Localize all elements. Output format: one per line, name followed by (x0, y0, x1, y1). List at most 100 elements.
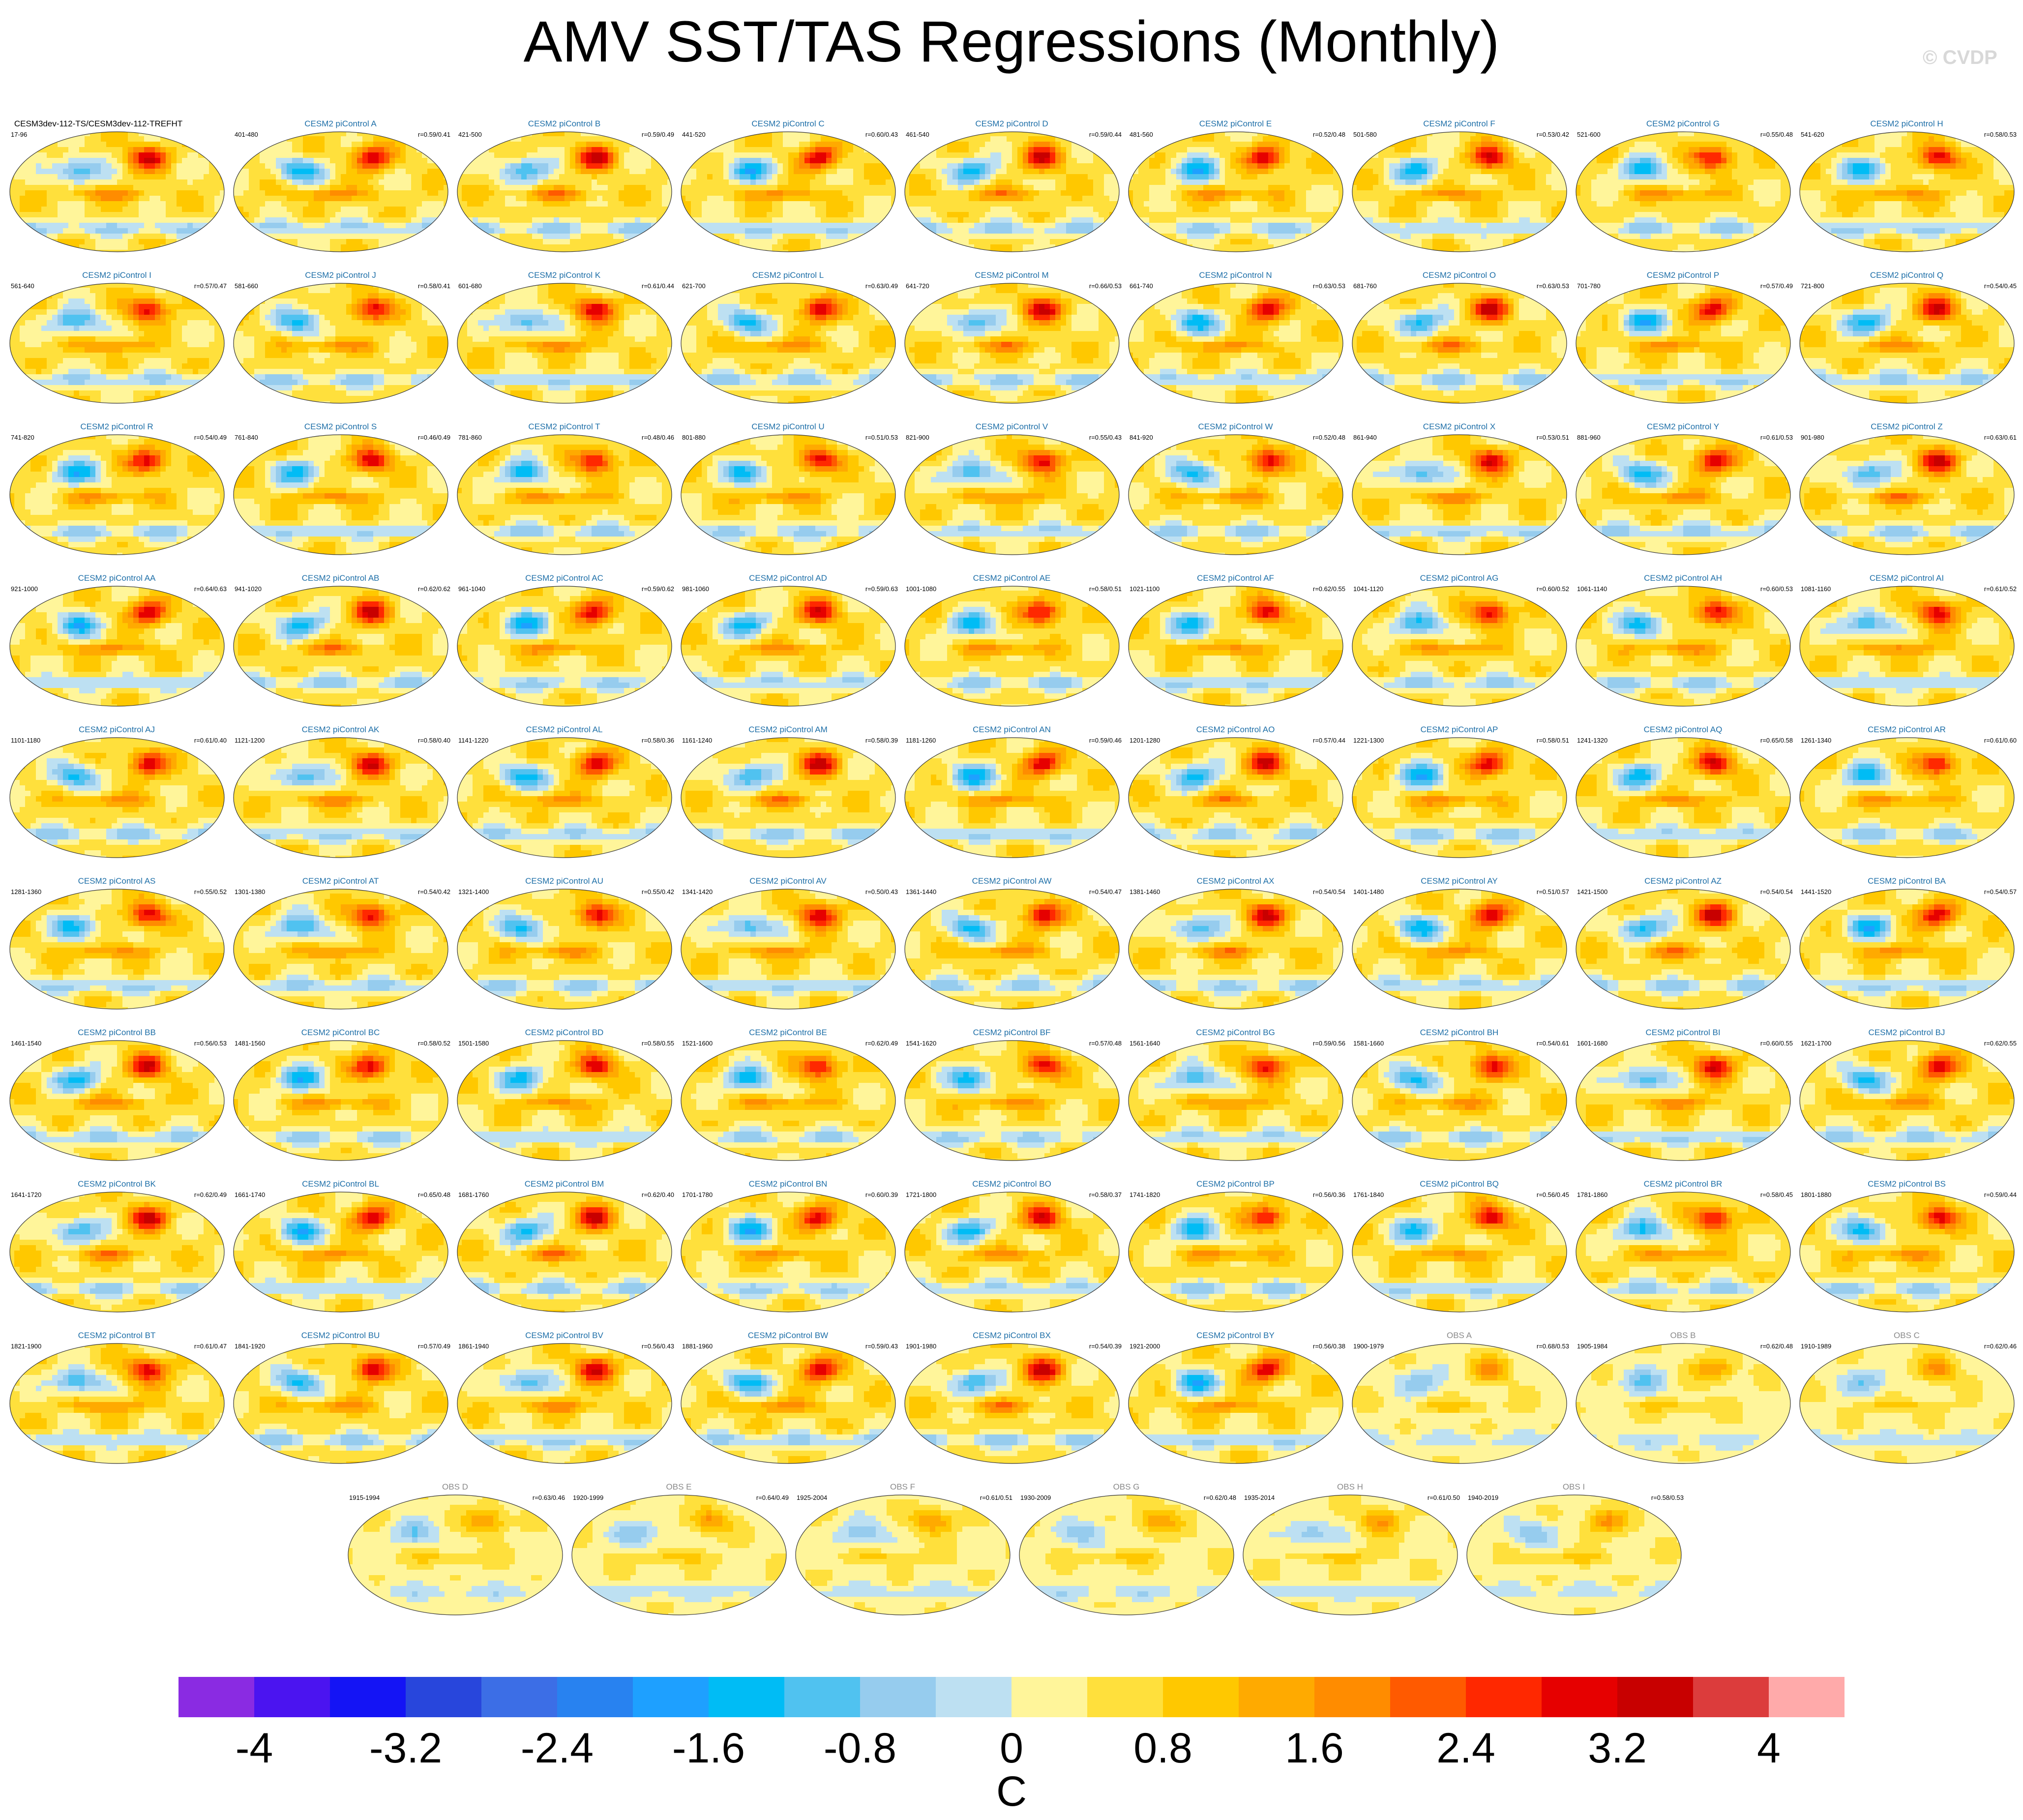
regression-map (1799, 1343, 2015, 1464)
panel-title: OBS B (1596, 1331, 1770, 1341)
regression-map (1799, 1191, 2015, 1313)
map-panel-grid: CESM3dev-112-TS/CESM3dev-112-TREFHT 17-96… (0, 0, 2023, 1672)
panel-title: CESM2 piControl AH (1596, 573, 1770, 583)
panel-title: CESM2 piControl C (701, 119, 875, 129)
panel-title: CESM2 piControl AO (1148, 725, 1323, 735)
colorbar-swatch (936, 1677, 1012, 1717)
map-panel: CESM2 piControl A 401-480 r=0.59/0.41 (229, 119, 452, 267)
map-panel: CESM2 piControl Z 901-980 r=0.63/0.61 (1795, 422, 2019, 569)
panel-title: CESM2 piControl T (477, 422, 652, 432)
map-panel: CESM2 piControl AF 1021-1100 r=0.62/0.55 (1124, 573, 1347, 721)
panel-title: CESM2 piControl BV (477, 1331, 652, 1341)
panel-title: CESM2 piControl AL (477, 725, 652, 735)
colorbar-swatch (1390, 1677, 1466, 1717)
panel-title: CESM2 piControl BK (30, 1179, 204, 1189)
map-panel: CESM2 piControl Q 721-800 r=0.54/0.45 (1795, 270, 2019, 418)
regression-map (347, 1494, 564, 1616)
map-panel: CESM2 piControl BN 1701-1780 r=0.60/0.39 (676, 1179, 900, 1327)
colorbar-tick-label: -0.8 (811, 1726, 909, 1770)
regression-map (1466, 1494, 1682, 1616)
panel-title: CESM2 piControl AE (924, 573, 1099, 583)
panel-title: CESM2 piControl J (253, 270, 428, 280)
panel-title: CESM2 piControl AD (701, 573, 875, 583)
regression-map (9, 1040, 225, 1162)
map-panel: CESM2 piControl U 801-880 r=0.51/0.53 (676, 422, 900, 569)
regression-map (233, 1343, 449, 1464)
panel-title: CESM2 piControl AI (1819, 573, 1994, 583)
map-panel: CESM2 piControl AI 1081-1160 r=0.61/0.52 (1795, 573, 2019, 721)
colorbar-swatch (1314, 1677, 1391, 1717)
panel-title: CESM2 piControl V (924, 422, 1099, 432)
panel-title: CESM3dev-112-TS/CESM3dev-112-TREFHT (5, 119, 192, 129)
panel-title: CESM2 piControl H (1819, 119, 1994, 129)
panel-title: CESM2 piControl AJ (30, 725, 204, 735)
panel-title: CESM2 piControl AX (1148, 876, 1323, 886)
map-panel: CESM2 piControl BR 1781-1860 r=0.58/0.45 (1571, 1179, 1795, 1327)
map-panel: CESM2 piControl BI 1601-1680 r=0.60/0.55 (1571, 1028, 1795, 1175)
panel-title: CESM2 piControl BN (701, 1179, 875, 1189)
map-panel: CESM2 piControl BU 1841-1920 r=0.57/0.49 (229, 1331, 452, 1478)
panel-title: CESM2 piControl AN (924, 725, 1099, 735)
regression-map (456, 888, 673, 1010)
regression-map (1018, 1494, 1235, 1616)
colorbar-swatch (178, 1677, 255, 1717)
regression-map (1128, 888, 1344, 1010)
map-panel: CESM2 piControl AQ 1241-1320 r=0.65/0.58 (1571, 725, 1795, 872)
panel-title: CESM2 piControl Q (1819, 270, 1994, 280)
map-panel: CESM2 piControl BH 1581-1660 r=0.54/0.61 (1347, 1028, 1571, 1175)
colorbar-tick-label: -2.4 (508, 1726, 606, 1770)
map-panel: CESM2 piControl BA 1441-1520 r=0.54/0.57 (1795, 876, 2019, 1024)
colorbar-swatch (860, 1677, 936, 1717)
map-panel: CESM2 piControl BT 1821-1900 r=0.61/0.47 (5, 1331, 229, 1478)
panel-title: CESM2 piControl AP (1372, 725, 1547, 735)
regression-map (680, 585, 896, 707)
map-panel: CESM2 piControl BW 1881-1960 r=0.59/0.43 (676, 1331, 900, 1478)
panel-title: CESM2 piControl AK (253, 725, 428, 735)
map-panel: CESM2 piControl AB 941-1020 r=0.62/0.62 (229, 573, 452, 721)
panel-title: CESM2 piControl BB (30, 1028, 204, 1038)
map-panel: CESM2 piControl L 621-700 r=0.63/0.49 (676, 270, 900, 418)
panel-title: CESM2 piControl BM (477, 1179, 652, 1189)
panel-title: CESM2 piControl AY (1372, 876, 1547, 886)
panel-title: CESM2 piControl AT (253, 876, 428, 886)
colorbar-swatch (784, 1677, 861, 1717)
map-panel: CESM2 piControl BB 1461-1540 r=0.56/0.53 (5, 1028, 229, 1175)
map-panel: CESM2 piControl BO 1721-1800 r=0.58/0.37 (900, 1179, 1124, 1327)
panel-title: CESM2 piControl BP (1148, 1179, 1323, 1189)
map-panel: CESM2 piControl BM 1681-1760 r=0.62/0.40 (452, 1179, 676, 1327)
panel-title: CESM2 piControl BJ (1819, 1028, 1994, 1038)
colorbar-tick-label: 4 (1720, 1726, 1818, 1770)
map-panel: CESM2 piControl BY 1921-2000 r=0.56/0.38 (1124, 1331, 1347, 1478)
panel-title: CESM2 piControl BX (924, 1331, 1099, 1341)
regression-map (1575, 585, 1791, 707)
colorbar-swatch (1693, 1677, 1769, 1717)
map-panel: CESM2 piControl AU 1321-1400 r=0.55/0.42 (452, 876, 676, 1024)
panel-title: CESM2 piControl AV (701, 876, 875, 886)
colorbar-swatch (709, 1677, 785, 1717)
map-panel: CESM2 piControl AX 1381-1460 r=0.54/0.54 (1124, 876, 1347, 1024)
regression-map (9, 737, 225, 859)
map-panel: OBS B 1905-1984 r=0.62/0.48 (1571, 1331, 1795, 1478)
regression-map (680, 1040, 896, 1162)
panel-title: CESM2 piControl AZ (1596, 876, 1770, 886)
map-panel: CESM2 piControl AO 1201-1280 r=0.57/0.44 (1124, 725, 1347, 872)
colorbar-swatch (1769, 1677, 1844, 1717)
panel-title: CESM2 piControl A (253, 119, 428, 129)
map-panel: CESM2 piControl BJ 1621-1700 r=0.62/0.55 (1795, 1028, 2019, 1175)
regression-map (904, 1343, 1120, 1464)
panel-title: CESM2 piControl AW (924, 876, 1099, 886)
regression-map (9, 888, 225, 1010)
panel-title: CESM2 piControl AB (253, 573, 428, 583)
regression-map (1351, 1191, 1568, 1313)
map-panel: CESM2 piControl AP 1221-1300 r=0.58/0.51 (1347, 725, 1571, 872)
regression-map (1799, 1040, 2015, 1162)
panel-title: CESM2 piControl AS (30, 876, 204, 886)
regression-map (904, 585, 1120, 707)
regression-map (904, 888, 1120, 1010)
map-panel: CESM2 piControl AV 1341-1420 r=0.50/0.43 (676, 876, 900, 1024)
map-panel: OBS H 1935-2014 r=0.61/0.50 (1238, 1482, 1462, 1630)
panel-title: CESM2 piControl BU (253, 1331, 428, 1341)
regression-map (9, 282, 225, 404)
map-panel: CESM2 piControl AJ 1101-1180 r=0.61/0.40 (5, 725, 229, 872)
panel-title: CESM2 piControl I (30, 270, 204, 280)
